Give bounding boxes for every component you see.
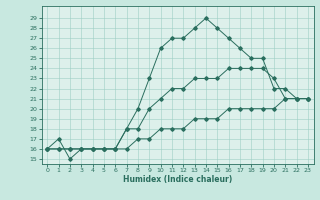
X-axis label: Humidex (Indice chaleur): Humidex (Indice chaleur) bbox=[123, 175, 232, 184]
